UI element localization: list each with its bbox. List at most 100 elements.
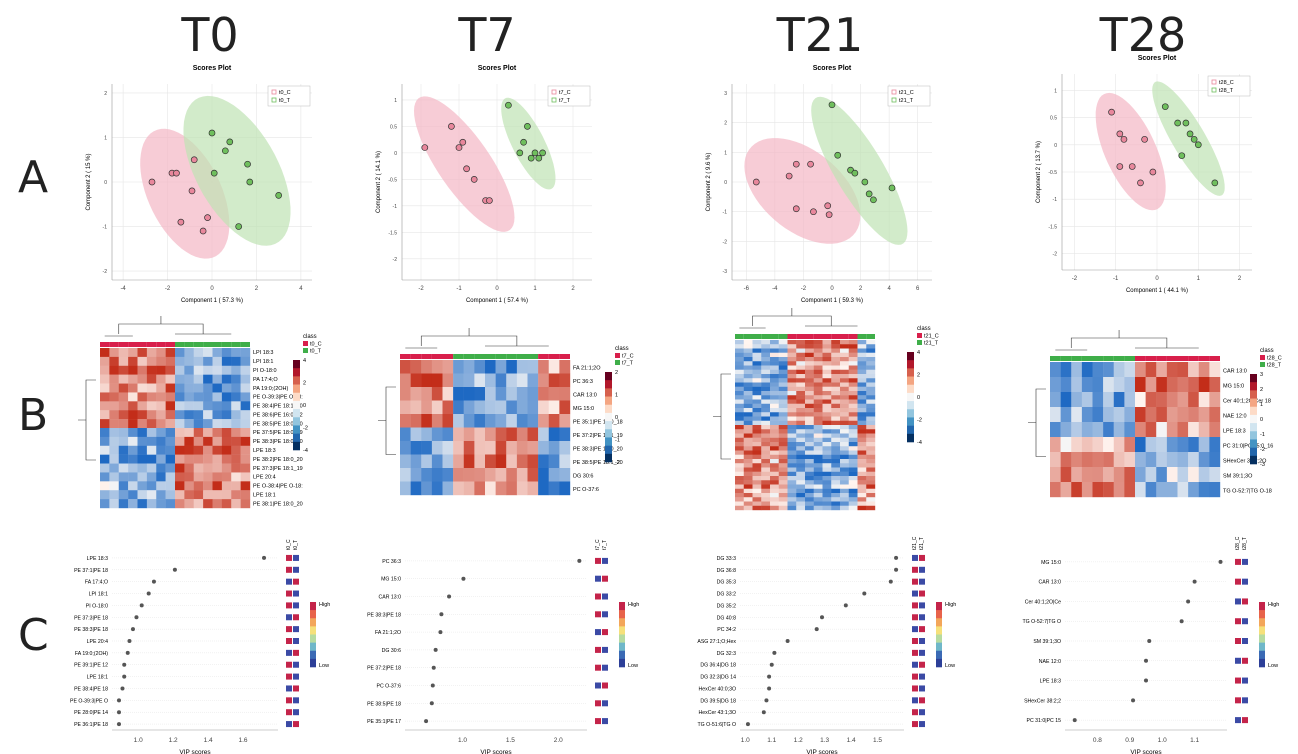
heatmap-t21-class-cell-4 (770, 334, 779, 339)
heatmap-t21-cell-9-14 (857, 378, 867, 383)
heatmap-t7-cell-3-2 (421, 400, 433, 415)
heatmap-t7-cell-3-1 (410, 400, 422, 415)
heatmap-t28-cell-3-0 (1050, 407, 1061, 423)
heatmap-t0-cell-15-15 (240, 481, 251, 491)
heatmap-t21-cell-5-2 (752, 361, 762, 366)
heatmap-t21-cell-29-15 (866, 463, 876, 468)
heatmap-t28-cell-0-3 (1081, 362, 1093, 378)
scores-t28-ytick-1: -1.5 (1048, 224, 1057, 230)
scores-t21-point-1-1 (834, 151, 842, 159)
heatmap-t21-cell-4-12 (840, 357, 849, 362)
scores-t7-point-1-3 (527, 154, 535, 162)
heatmap-t7-cell-9-0 (400, 481, 411, 496)
heatmap-t21-cell-25-10 (822, 446, 832, 451)
heatmap-t28-cell-4-15 (1209, 422, 1221, 438)
vip-t21-box-t-12 (919, 697, 925, 704)
heatmap-t21-cell-12-9 (813, 391, 823, 396)
heatmap-t21-cell-8-15 (866, 374, 876, 379)
heatmap-t21-cell-35-7 (796, 488, 806, 494)
heatmap-t7-colorbar-seg-4 (605, 404, 612, 414)
heatmap-t7-cell-1-6 (463, 373, 475, 388)
heatmap-t21-cell-11-15 (866, 386, 876, 392)
heatmap-t21-cell-35-12 (840, 488, 849, 494)
heatmap-t28-cell-4-12 (1177, 422, 1189, 438)
heatmap-t21-cell-34-0 (735, 484, 744, 489)
heatmap-t7-cell-9-13 (538, 481, 549, 496)
vip-t21-label-11: HexCer 40:0;3O (699, 686, 736, 692)
heatmap-t28-cell-2-13 (1188, 392, 1199, 408)
vip-t7-box-t-1 (602, 575, 608, 582)
heatmap-t28-colorbar-seg-4 (1250, 406, 1257, 416)
heatmap-t0-cell-8-1 (109, 419, 119, 429)
heatmap-t0-cell-16-12 (212, 490, 223, 500)
heatmap-t28-cell-1-12 (1177, 377, 1189, 393)
heatmap-t7-cell-8-11 (516, 468, 528, 482)
heatmap-t0-cell-14-5 (146, 472, 157, 482)
heatmap-t7-cell-7-4 (442, 454, 454, 469)
heatmap-t21-cell-4-4 (770, 357, 779, 362)
heatmap-t21-class-cell-9 (813, 334, 823, 339)
heatmap-t7-cell-3-13 (538, 400, 549, 415)
vip-t0-box-t-11 (293, 685, 299, 692)
heatmap-t0-cell-4-15 (240, 383, 251, 393)
heatmap-t21-cell-15-10 (822, 403, 832, 409)
heatmap-t21-cell-4-2 (752, 357, 762, 362)
vip-t7-label-6: PE 37:2|PE 18 (367, 666, 401, 672)
vip-t28-box-t-2 (1242, 598, 1248, 605)
heatmap-t7-cell-2-12 (527, 387, 539, 401)
heatmap-t21-cell-15-11 (831, 403, 841, 409)
heatmap-t28-cell-8-0 (1050, 482, 1061, 498)
vip-t0-box-c-0 (286, 554, 292, 561)
vip-t7-label-7: PC O-37:6 (376, 684, 401, 690)
heatmap-t21-cell-37-9 (813, 497, 823, 502)
vip-t7-point-9 (424, 719, 429, 724)
heatmap-t0-cell-6-12 (212, 401, 223, 411)
heatmap-t7-legend-title: class (615, 346, 629, 352)
heatmap-t0-cell-8-0 (100, 419, 110, 429)
scores-t28-ylabel: Component 2 ( 13.7 %) (1036, 141, 1042, 203)
heatmap-t7-class-cell-7 (474, 354, 485, 359)
vip-t28-xtick-3: 1.1 (1190, 737, 1199, 744)
heatmap-t0-cell-9-6 (156, 428, 166, 438)
heatmap-t0-legend-swatch-1 (303, 348, 308, 353)
heatmap-t21-cell-20-5 (778, 425, 788, 430)
heatmap-t28-cell-3-15 (1209, 407, 1221, 423)
vip-t7-colorbar-seg-4 (619, 634, 625, 643)
scores-t21-point-0-3 (792, 205, 800, 213)
heatmap-t7-legend-label-1: t7_T (622, 361, 634, 367)
heatmap-t21-cell-34-2 (752, 484, 762, 489)
heatmap-t7-cell-8-13 (538, 468, 549, 482)
heatmap-t21-cell-20-13 (848, 425, 858, 430)
heatmap-t0-cell-7-11 (203, 410, 213, 420)
heatmap-t0-cell-7-2 (118, 410, 129, 420)
heatmap-t28-class-cell-10 (1156, 356, 1167, 361)
vip-t21-box-c-7 (912, 638, 918, 644)
heatmap-t7-cell-3-5 (453, 400, 464, 415)
heatmap-t21-cell-1-12 (840, 344, 849, 349)
heatmap-t21-cell-5-0 (735, 361, 744, 366)
heatmap-t21-cell-37-2 (752, 497, 762, 502)
heatmap-t21-cell-39-15 (866, 505, 876, 511)
heatmap-t28-colorbar-seg-8 (1250, 439, 1257, 448)
heatmap-t28-cell-4-6 (1113, 422, 1125, 438)
heatmap-t28-cell-1-1 (1060, 377, 1072, 393)
vip-t7-box-t-7 (602, 682, 608, 689)
heatmap-t28-cell-3-5 (1103, 407, 1114, 423)
heatmap-t0-cell-16-13 (221, 490, 232, 500)
heatmap-t0-cell-1-3 (128, 356, 138, 366)
heatmap-t21-cell-32-8 (805, 476, 814, 481)
heatmap-t0-cell-12-13 (221, 454, 232, 464)
heatmap-t21-cell-35-9 (813, 488, 823, 494)
heatmap-t0-cell-1-5 (146, 356, 157, 366)
heatmap-t0-cell-9-15 (240, 428, 251, 438)
heatmap-t0-cell-17-8 (175, 499, 185, 509)
heatmap-t0-cell-10-8 (175, 436, 185, 446)
heatmap-t28-cell-2-11 (1166, 392, 1178, 408)
heatmap-t28-cell-0-9 (1145, 362, 1157, 378)
scores-t0-xtick-3: 2 (255, 286, 259, 292)
heatmap-t0-cell-2-2 (118, 365, 129, 375)
heatmap-t21-cell-23-2 (752, 437, 762, 443)
heatmap-t21-cell-15-12 (840, 403, 849, 409)
vip-t28-colorbar-seg-6 (1259, 650, 1265, 660)
heatmap-t21-cell-11-11 (831, 386, 841, 392)
